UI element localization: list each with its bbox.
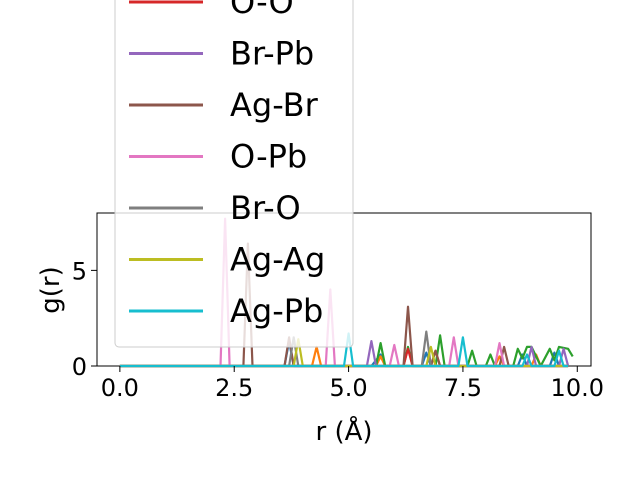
x-tick-label: 5.0 (329, 374, 367, 402)
legend: O-O Br-Pb Ag-Br O-Pb Br-O Ag-Ag Ag-Pb (114, 0, 354, 348)
x-tick-label: 10.0 (551, 374, 604, 402)
y-axis-ticks: 05 (72, 257, 97, 381)
legend-label-ag-ag: Ag-Ag (230, 241, 325, 279)
series-layer (119, 217, 574, 368)
legend-label-br-pb: Br-Pb (230, 35, 314, 73)
x-tick-label: 0.0 (101, 374, 139, 402)
y-tick-label: 0 (72, 353, 87, 381)
legend-label-ag-br: Ag-Br (230, 86, 319, 124)
x-tick-label: 7.5 (444, 374, 482, 402)
legend-label-o-o: O-O (230, 0, 294, 21)
y-axis-label: g(r) (36, 266, 66, 313)
x-axis-label: r (Å) (315, 415, 372, 447)
y-tick-label: 5 (72, 257, 87, 285)
legend-label-ag-pb: Ag-Pb (230, 292, 323, 330)
legend-label-br-o: Br-O (230, 189, 301, 227)
x-axis-ticks: 0.0 2.5 5.0 7.5 10.0 (101, 366, 604, 402)
legend-entries: O-O Br-Pb Ag-Br O-Pb Br-O Ag-Ag Ag-Pb (129, 0, 325, 330)
plot-area: 0.0 2.5 5.0 7.5 10.0 05 (72, 212, 604, 402)
legend-label-o-pb: O-Pb (230, 138, 307, 176)
x-tick-label: 2.5 (215, 374, 253, 402)
